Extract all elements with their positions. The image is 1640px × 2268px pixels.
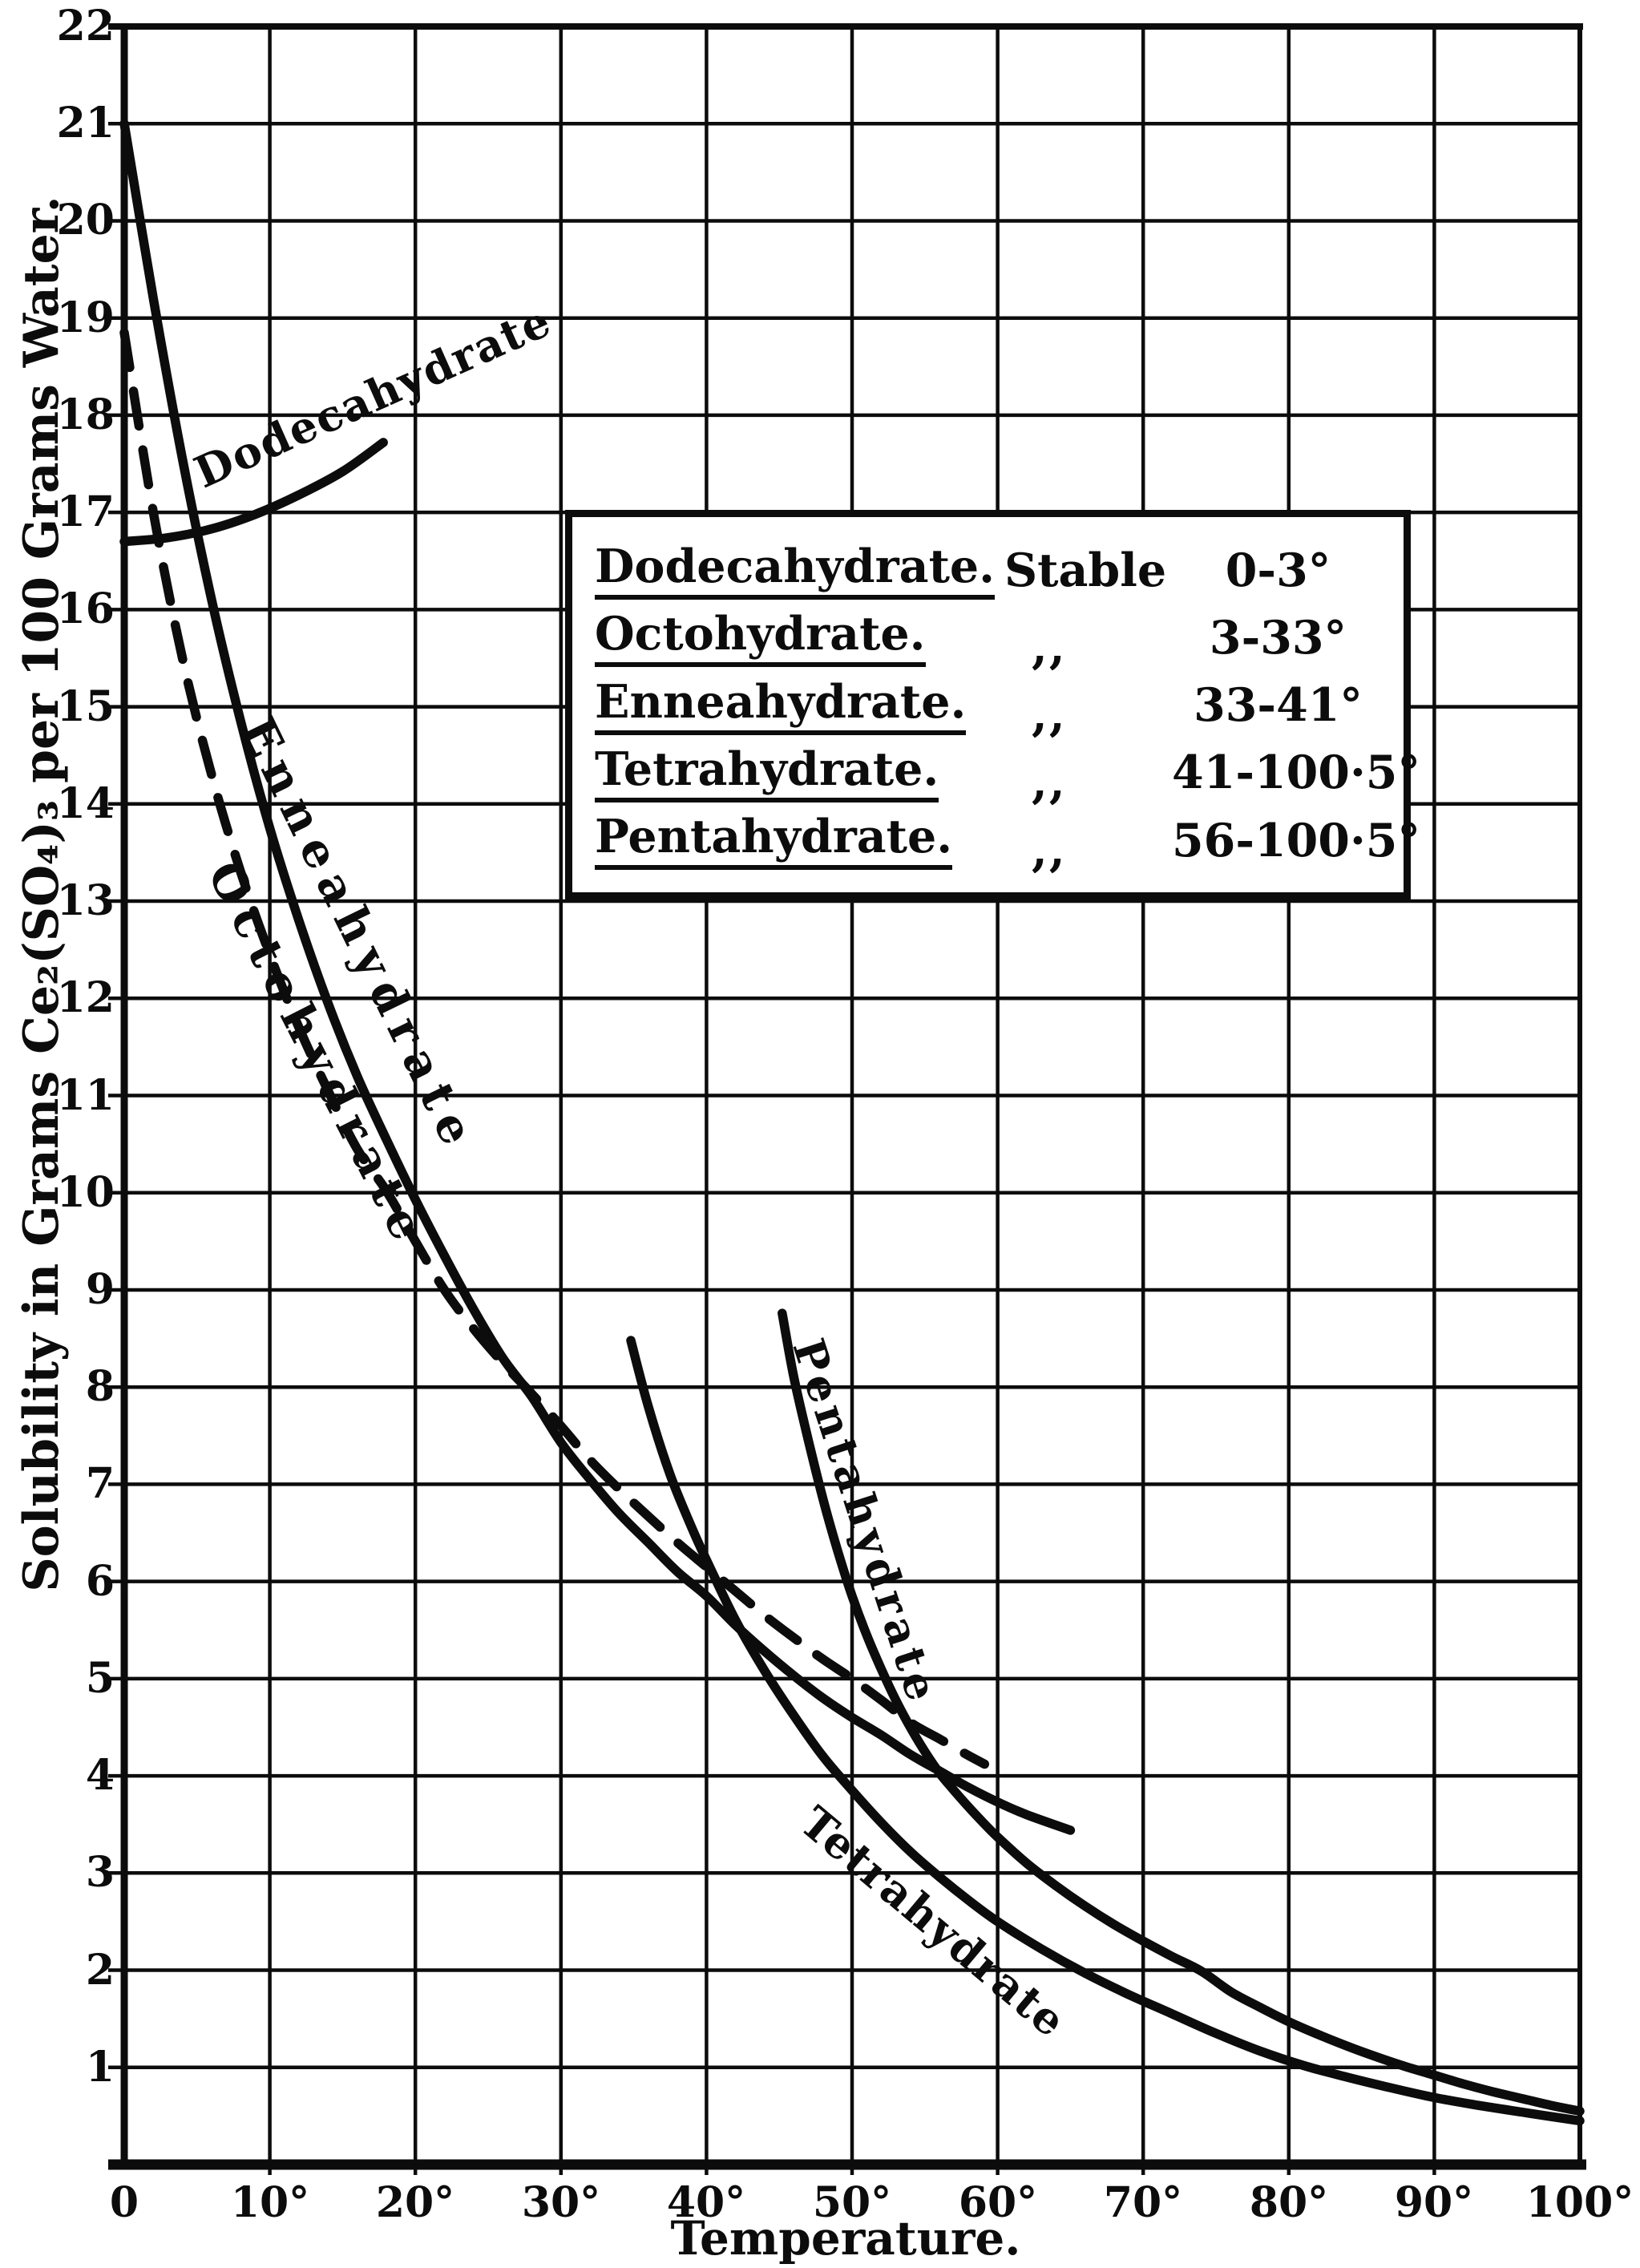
x-tick-label: 70° xyxy=(1103,2178,1183,2227)
y-tick-label: 16 xyxy=(56,584,115,633)
legend-row: Enneahydrate.,, 33-41° xyxy=(595,676,1384,741)
curve-tetrahydrate xyxy=(626,1336,1585,2126)
y-tick-label: 18 xyxy=(56,390,115,439)
legend-temperature-range: 3-33° xyxy=(1209,610,1347,665)
x-tick-label: 50° xyxy=(812,2178,892,2227)
legend-ditto-mark: ,, xyxy=(1032,755,1067,810)
y-tick-label: 15 xyxy=(56,682,115,731)
legend-temperature-range: 56-100·5° xyxy=(1172,813,1420,867)
legend-hydrate-name: Octohydrate. xyxy=(595,608,1000,668)
y-tick-label: 5 xyxy=(85,1654,115,1703)
legend-temperature-range: 41-100·5° xyxy=(1172,746,1420,800)
x-tick-label: 40° xyxy=(666,2178,746,2227)
y-tick-label: 7 xyxy=(85,1459,115,1508)
legend-row: Tetrahydrate.,, 41-100·5° xyxy=(595,743,1420,808)
y-tick-label: 1 xyxy=(85,2043,115,2092)
x-axis-title: Temperature. xyxy=(670,2211,1021,2266)
x-tick-label: 100° xyxy=(1525,2178,1634,2227)
y-tick-label: 22 xyxy=(56,2,115,51)
x-tick-label: 10° xyxy=(230,2178,310,2227)
legend-row: Octohydrate.,, 3-33° xyxy=(595,608,1384,673)
y-tick-label: 9 xyxy=(85,1265,115,1314)
legend-temperature-range: 0-3° xyxy=(1225,543,1331,597)
legend-stable-label: Stable xyxy=(1004,543,1167,597)
y-tick-label: 4 xyxy=(85,1751,115,1800)
x-tick-label: 80° xyxy=(1249,2178,1329,2227)
y-tick-label: 11 xyxy=(56,1071,115,1120)
y-tick-label: 12 xyxy=(56,973,115,1022)
y-tick-label: 6 xyxy=(85,1557,115,1606)
legend-hydrate-name: Enneahydrate. xyxy=(595,676,1000,735)
y-tick-label: 20 xyxy=(56,196,115,245)
y-tick-label: 2 xyxy=(85,1946,115,1995)
curve-dodecahydrate xyxy=(119,438,388,547)
legend-hydrate-name: Dodecahydrate. xyxy=(595,541,1000,600)
plot-border xyxy=(108,23,1586,2170)
curve-pentahydrate xyxy=(778,1308,1585,2116)
x-tick-label: 90° xyxy=(1394,2178,1474,2227)
y-tick-label: 21 xyxy=(56,99,115,148)
curve-octohydrate xyxy=(119,328,990,1769)
y-tick-label: 3 xyxy=(85,1848,115,1897)
x-tick-label: 30° xyxy=(521,2178,601,2227)
legend-hydrate-name: Pentahydrate. xyxy=(595,811,1000,870)
y-axis-title: Solubility in Grams Ce₂(SO₄)₃ per 100 Gr… xyxy=(14,196,70,1592)
legend-temperature-range: 33-41° xyxy=(1194,678,1363,732)
y-tick-label: 14 xyxy=(56,779,115,828)
x-tick-label: 20° xyxy=(375,2178,455,2227)
legend-ditto-mark: ,, xyxy=(1032,823,1067,877)
legend-row: Pentahydrate.,, 56-100·5° xyxy=(595,811,1420,875)
legend-row: Dodecahydrate. Stable 0-3° xyxy=(595,541,1384,600)
x-tick-label: 60° xyxy=(958,2178,1038,2227)
y-tick-label: 10 xyxy=(56,1168,115,1217)
y-tick-label: 13 xyxy=(56,876,115,925)
x-tick-label: 0 xyxy=(109,2178,139,2227)
legend-box: Dodecahydrate. Stable 0-3° Octohydrate.,, 3-… xyxy=(565,510,1420,900)
y-tick-label: 19 xyxy=(56,293,115,342)
y-tick-label: 8 xyxy=(85,1362,115,1411)
legend-ditto-mark: ,, xyxy=(1032,620,1067,674)
legend-ditto-mark: ,, xyxy=(1032,688,1067,742)
legend-hydrate-name: Tetrahydrate. xyxy=(595,743,1000,802)
y-tick-label: 17 xyxy=(56,487,115,536)
